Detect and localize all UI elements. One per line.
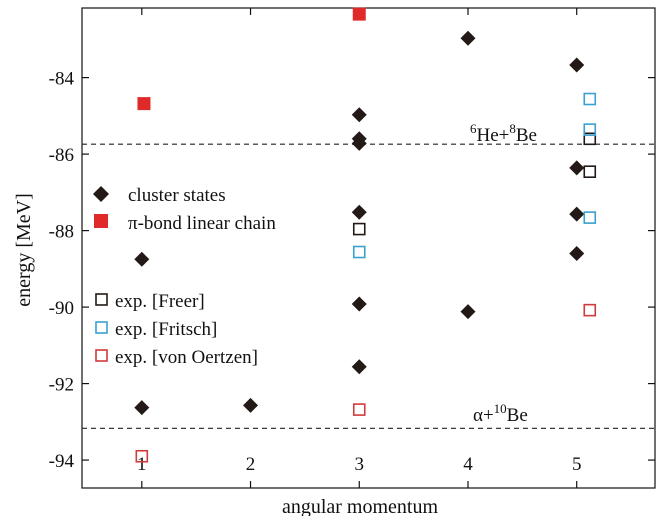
axis-ticks: 1 2 3 4 5 -94 -92 -90 -88 -86 -84 bbox=[49, 8, 655, 488]
point-cluster-state bbox=[569, 57, 585, 73]
point-exp-fritsch bbox=[583, 123, 597, 136]
point-cluster-state bbox=[351, 107, 367, 123]
point-exp-fritsch bbox=[352, 245, 366, 259]
thresholds bbox=[82, 143, 655, 429]
threshold-label-alpha10be-part2: Be bbox=[507, 405, 528, 426]
y-tick-label: -90 bbox=[49, 298, 74, 319]
point-exp-fritsch bbox=[583, 92, 597, 106]
point-cluster-state bbox=[460, 30, 476, 46]
legend-label-fritsch: exp. [Fritsch] bbox=[115, 319, 217, 340]
x-tick-label: 2 bbox=[246, 454, 256, 475]
y-tick-label: -88 bbox=[49, 222, 74, 243]
legend-marker-von-oertzen bbox=[95, 349, 108, 362]
x-tick-label: 1 bbox=[137, 454, 147, 475]
x-tick-label: 5 bbox=[572, 454, 582, 475]
y-tick-label: -94 bbox=[49, 451, 75, 472]
point-cluster-state bbox=[460, 304, 476, 320]
legend-marker-freer bbox=[95, 293, 108, 306]
x-axis-label: angular momentum bbox=[282, 496, 439, 516]
y-tick-label: -84 bbox=[49, 69, 75, 90]
point-cluster-state bbox=[134, 251, 150, 267]
legend-marker-fritsch bbox=[95, 321, 108, 334]
point-exp-von-oertzen bbox=[352, 403, 366, 416]
data-points bbox=[134, 7, 597, 463]
point-cluster-state bbox=[351, 204, 367, 220]
legend-label-freer: exp. [Freer] bbox=[115, 291, 205, 312]
legend-label-von-oertzen: exp. [von Oertzen] bbox=[115, 347, 258, 368]
threshold-label-he8be-part2: Be bbox=[516, 125, 537, 146]
point-cluster-state bbox=[569, 246, 585, 262]
threshold-label-alpha10be-part1: α+ bbox=[473, 405, 494, 426]
point-linear-chain bbox=[352, 7, 366, 21]
point-cluster-state bbox=[569, 206, 585, 222]
legend: cluster states π-bond linear chain exp. … bbox=[93, 185, 276, 368]
y-tick-label: -92 bbox=[49, 375, 74, 396]
legend-marker-linear-chain bbox=[94, 214, 108, 228]
threshold-label-he8be-sup1: 6 bbox=[470, 121, 477, 136]
point-linear-chain bbox=[137, 97, 151, 111]
legend-label-linear-chain: π-bond linear chain bbox=[128, 213, 276, 234]
point-exp-freer bbox=[583, 132, 597, 146]
point-exp-von-oertzen bbox=[583, 303, 597, 317]
point-cluster-state bbox=[351, 296, 367, 312]
threshold-label-he8be-sup2: 8 bbox=[509, 121, 516, 136]
point-exp-von-oertzen bbox=[135, 449, 149, 463]
point-cluster-state bbox=[569, 160, 585, 176]
threshold-label-he8be-part1: He+ bbox=[477, 125, 510, 146]
x-tick-label: 3 bbox=[355, 454, 365, 475]
threshold-label-alpha10be: α+10Be bbox=[473, 401, 528, 426]
x-tick-label: 4 bbox=[463, 454, 473, 475]
point-cluster-state bbox=[134, 400, 150, 416]
legend-label-cluster-states: cluster states bbox=[128, 185, 226, 206]
threshold-label-he8be: 6He+8Be bbox=[470, 121, 537, 146]
y-axis-label: energy [MeV] bbox=[13, 193, 35, 306]
point-cluster-state bbox=[243, 397, 259, 413]
point-exp-freer bbox=[583, 165, 597, 178]
point-cluster-state bbox=[351, 135, 367, 151]
point-exp-freer bbox=[352, 222, 366, 236]
point-exp-fritsch bbox=[583, 211, 597, 224]
threshold-label-alpha10be-sup: 10 bbox=[494, 401, 507, 416]
legend-marker-cluster-states bbox=[93, 186, 109, 202]
y-tick-label: -86 bbox=[49, 145, 74, 166]
plot-frame bbox=[81, 7, 656, 489]
point-cluster-state bbox=[351, 359, 367, 375]
